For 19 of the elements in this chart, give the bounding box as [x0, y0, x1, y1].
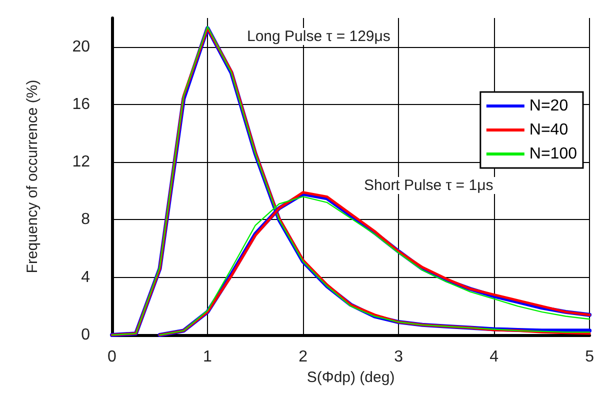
y-tick-label: 4: [81, 268, 90, 286]
x-tick-label: 0: [108, 348, 117, 366]
x-axis-title: S(Φdp) (deg): [306, 368, 395, 386]
y-tick-label: 20: [72, 38, 90, 56]
annotation: Long Pulse τ = 129μs: [247, 28, 390, 45]
x-tick-label: 2: [298, 348, 308, 366]
x-tick-label: 3: [394, 348, 404, 366]
legend-label: N=100: [529, 146, 578, 162]
y-tick-label: 8: [81, 211, 90, 228]
y-tick-label: 16: [72, 96, 90, 113]
y-axis-title: Frequency of occurrence (%): [24, 80, 41, 274]
x-tick-label: 5: [585, 348, 594, 366]
annotation: Short Pulse τ = 1μs: [364, 177, 494, 194]
legend-label: N=40: [529, 122, 568, 138]
x-tick-label: 4: [490, 348, 499, 366]
y-tick-label: 12: [72, 154, 90, 171]
legend-label: N=20: [529, 98, 568, 114]
x-tick-label: 1: [203, 348, 212, 366]
y-tick-label: 0: [81, 326, 90, 344]
